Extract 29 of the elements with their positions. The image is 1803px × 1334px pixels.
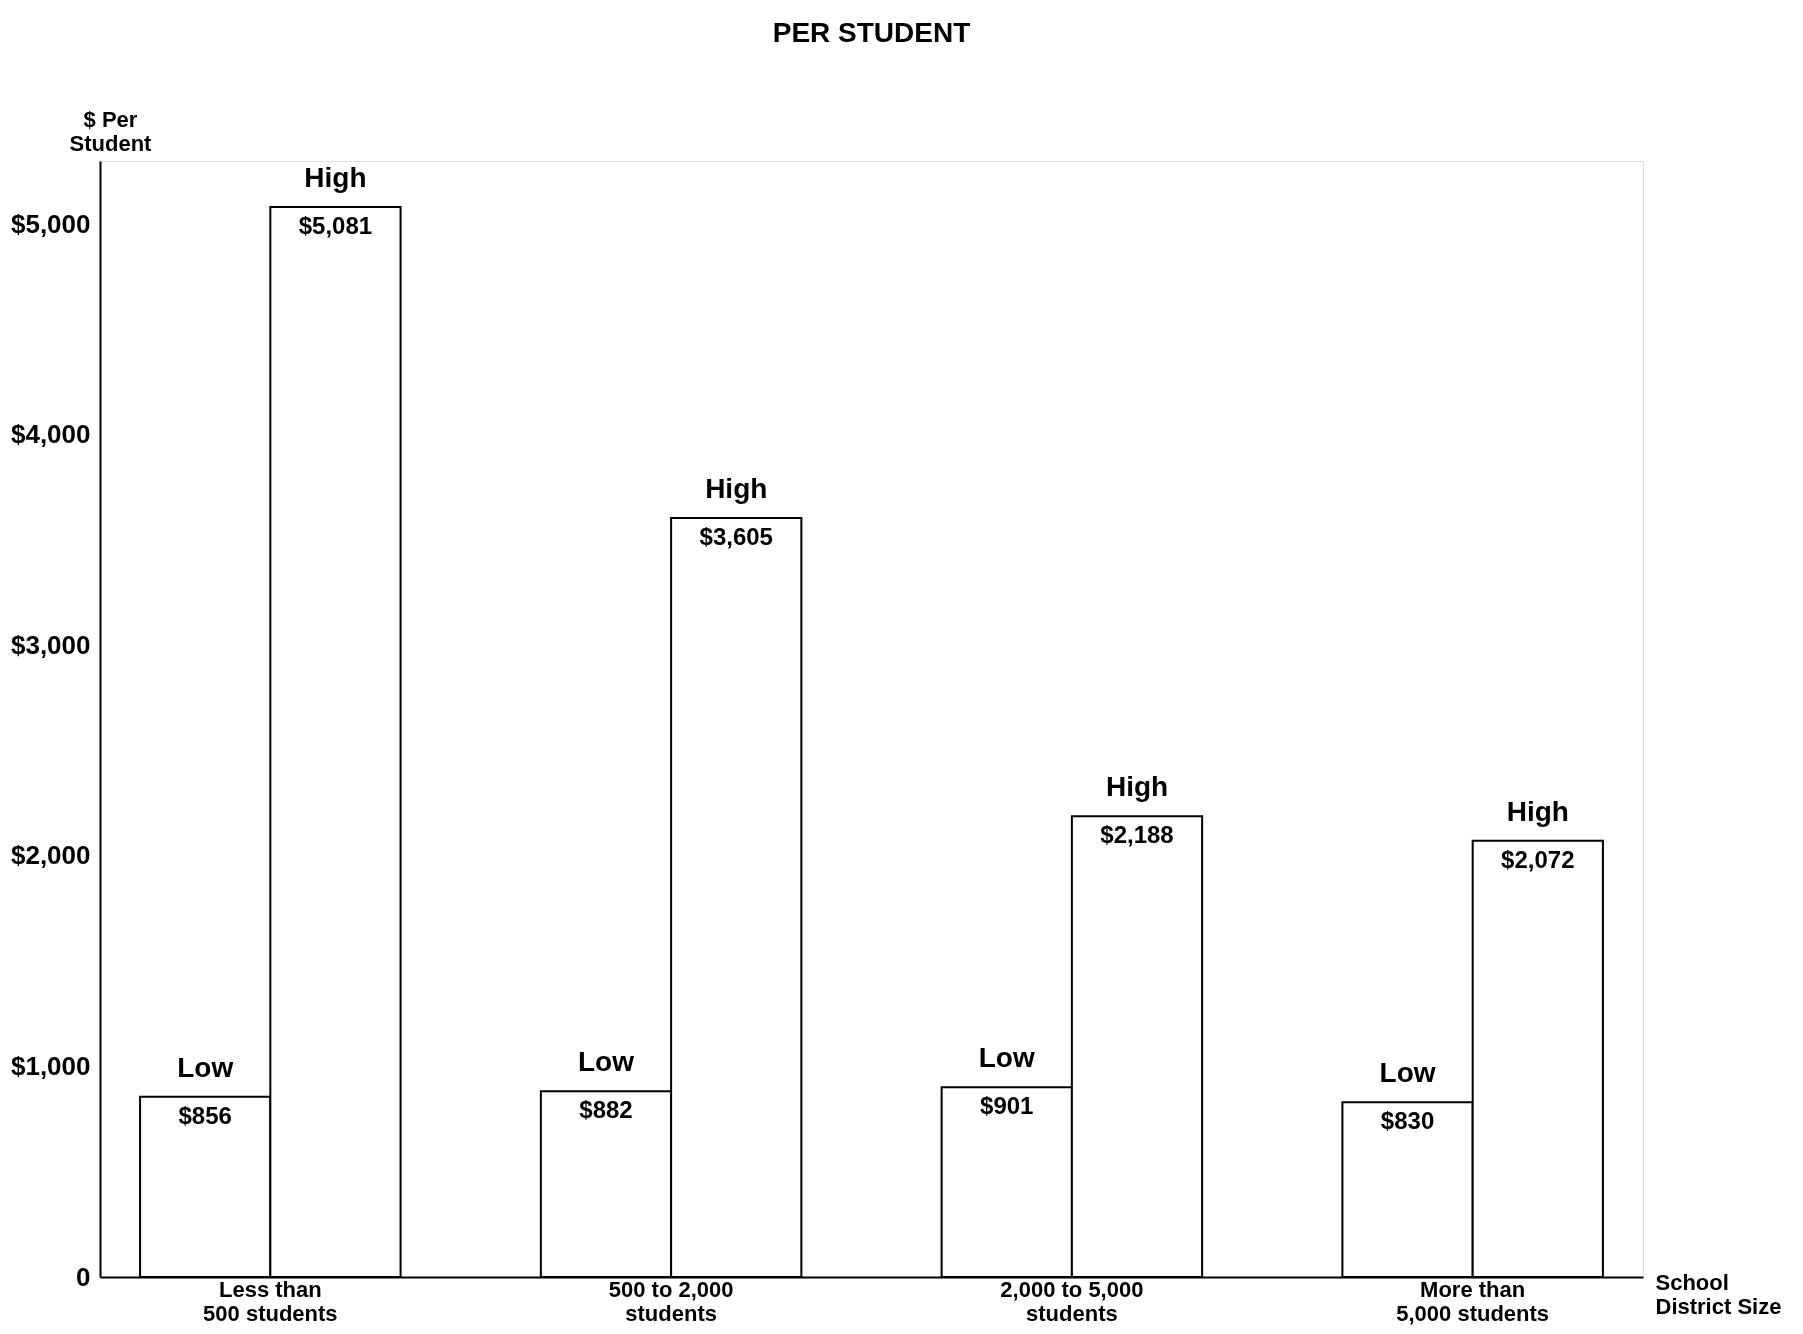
text: Low: [577, 1046, 634, 1078]
y-tick-label: $5,000: [10, 208, 91, 239]
text: $5,081: [298, 212, 373, 240]
text: High: [1105, 771, 1169, 803]
text: Low: [978, 1042, 1035, 1074]
y-tick-label: $1,000: [10, 1050, 91, 1081]
y-tick-label: $3,000: [10, 629, 91, 660]
chart-title: PER STUDENT: [772, 17, 971, 48]
x-tick-label: 2,000 to 5,000 students: [1000, 1276, 1144, 1326]
text: High: [1506, 795, 1569, 827]
y-tick-label: $2,000: [10, 840, 91, 871]
text: $2,072: [1501, 845, 1575, 873]
x-tick-label: 500 to 2,000 students: [608, 1276, 734, 1326]
text: $2,188: [1100, 821, 1174, 849]
text: $882: [579, 1096, 633, 1124]
y-tick-label: $4,000: [10, 419, 91, 450]
x-axis-title: School District Size: [1655, 1269, 1782, 1319]
text: $856: [178, 1101, 232, 1129]
text: High: [304, 162, 367, 194]
x-tick-label: Less than 500 students: [203, 1276, 338, 1326]
y-axis-title: $ Per Student: [69, 106, 153, 156]
text: $3,605: [699, 522, 773, 550]
text: $830: [1380, 1107, 1435, 1135]
text: Low: [1379, 1057, 1436, 1089]
series-label: Low: [177, 1051, 234, 1083]
y-tick-label: 0: [76, 1261, 91, 1292]
text: $901: [980, 1092, 1034, 1120]
x-tick-label: More than 5,000 students: [1396, 1276, 1550, 1326]
series-label: High: [705, 472, 768, 504]
